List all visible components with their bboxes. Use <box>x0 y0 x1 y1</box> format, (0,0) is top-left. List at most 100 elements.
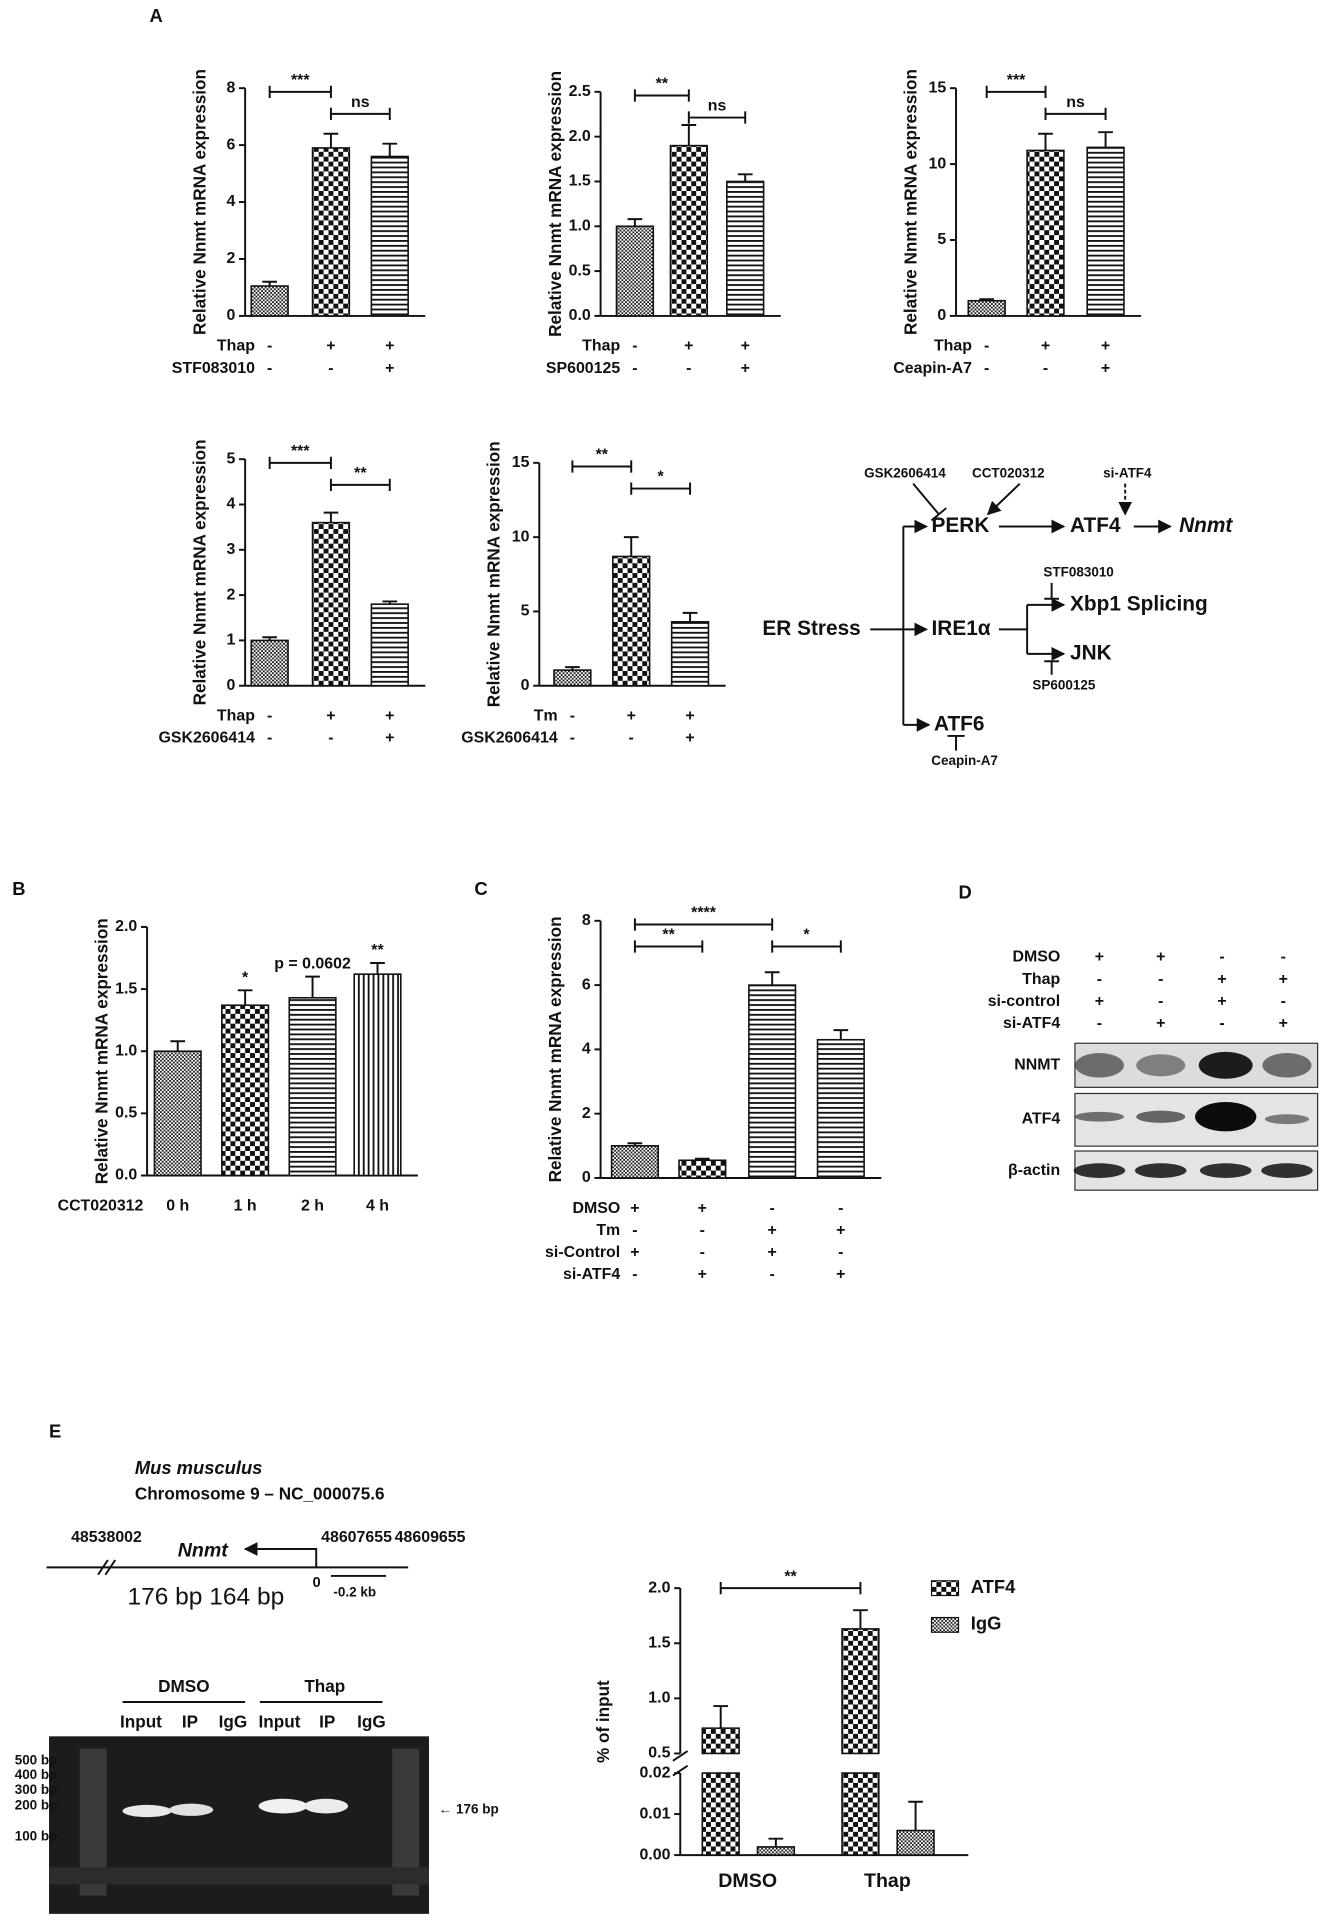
y-axis-label: Relative Nnmt mRNA expression <box>91 918 111 1184</box>
legend-label: IgG <box>971 1613 1002 1634</box>
band <box>1074 1053 1124 1078</box>
bar <box>221 1004 270 1177</box>
product-label: ← 176 bp <box>439 1801 499 1816</box>
y-tick-label: 0.5 <box>648 1745 670 1762</box>
significance-label: * <box>658 469 665 486</box>
band <box>1136 1110 1186 1123</box>
tss-arrow <box>243 1542 318 1568</box>
panel-label: D <box>958 882 971 903</box>
condition-label: GSK2606414 <box>461 730 558 747</box>
significance-bracket <box>1044 107 1107 120</box>
break-mark <box>97 1559 117 1576</box>
y-tick-label: 0 <box>937 307 946 324</box>
band <box>1074 1111 1124 1122</box>
condition-label: si-control <box>988 993 1061 1010</box>
y-axis-label: Relative Nnmt mRNA expression <box>190 439 210 705</box>
bar-annotation: p = 0.0602 <box>274 956 351 973</box>
error-bar <box>565 666 580 671</box>
condition-symbol: + <box>326 338 335 355</box>
significance-label: ** <box>784 1568 797 1585</box>
bar <box>250 285 289 317</box>
y-tick-label: 1.5 <box>115 980 137 997</box>
significance-label: ** <box>596 447 609 464</box>
error-bar <box>323 132 339 148</box>
condition-symbol: - <box>770 1266 775 1283</box>
primer-smear <box>49 1867 429 1885</box>
node-label: GSK2606414 <box>864 465 946 480</box>
condition-label: STF083010 <box>172 360 255 377</box>
y-tick-label: 0.0 <box>569 307 591 324</box>
significance-label: * <box>803 927 810 944</box>
condition-symbol: - <box>570 708 575 725</box>
amplicons: 176 bp 164 bp <box>127 1583 284 1610</box>
condition-symbol: - <box>1158 993 1163 1010</box>
band-label: ATF4 <box>1022 1110 1061 1127</box>
node-label: Ceapin-A7 <box>931 753 998 768</box>
condition-symbol: + <box>385 730 394 747</box>
y-tick-label: 1.0 <box>648 1690 670 1707</box>
node-label: SP600125 <box>1032 677 1095 692</box>
band <box>1198 1051 1253 1079</box>
band <box>1199 1163 1252 1178</box>
condition-symbol: - <box>1219 949 1224 966</box>
significance-bracket <box>571 460 633 473</box>
error-bar <box>768 1837 784 1847</box>
condition-symbol: + <box>1095 993 1104 1010</box>
error-bar <box>764 971 780 986</box>
y-tick-label: 0.5 <box>569 262 591 279</box>
node-label: ER Stress <box>762 617 860 640</box>
y-axis-label: Relative Nnmt mRNA expression <box>900 69 920 335</box>
y-tick-label: 0 <box>582 1169 591 1186</box>
condition-symbol: - <box>632 338 637 355</box>
inhibitor <box>912 483 947 522</box>
condition-symbol: - <box>328 730 333 747</box>
y-tick-label: 1.5 <box>569 173 591 190</box>
condition-symbol: - <box>632 1222 637 1239</box>
legend-swatch <box>930 1616 960 1633</box>
band <box>1136 1054 1186 1077</box>
condition-label: Thap <box>217 338 255 355</box>
condition-symbol: + <box>630 1200 639 1217</box>
error-bar <box>713 1705 729 1729</box>
condition-symbol: + <box>1095 949 1104 966</box>
significance-label: ns <box>351 94 370 111</box>
condition-symbol: - <box>1158 971 1163 988</box>
significance-bracket <box>268 456 332 469</box>
condition-symbol: - <box>984 338 989 355</box>
condition-symbol: - <box>570 730 575 747</box>
error-bar <box>979 298 995 301</box>
band <box>1262 1053 1312 1078</box>
condition-symbol: + <box>698 1266 707 1283</box>
condition-symbol: - <box>1097 971 1102 988</box>
condition-symbol: - <box>700 1222 705 1239</box>
y-tick-label: 0 <box>226 677 235 694</box>
species: Mus musculus <box>135 1457 263 1478</box>
significance-label: ns <box>1066 94 1085 111</box>
error-bar <box>370 962 385 975</box>
y-tick-label: 0.0 <box>115 1167 137 1184</box>
band <box>303 1798 349 1814</box>
bar <box>756 1846 796 1856</box>
y-tick-label: 6 <box>226 136 235 153</box>
error-bar <box>627 1142 643 1146</box>
error-bar <box>908 1800 923 1831</box>
significance-label: ** <box>656 76 669 93</box>
condition-label: Tm <box>534 708 558 725</box>
y-tick-label: 5 <box>521 603 530 620</box>
error-bar <box>1098 131 1113 148</box>
condition-symbol: + <box>768 1244 777 1261</box>
condition-label: si-ATF4 <box>1003 1015 1060 1032</box>
condition-symbol: - <box>984 360 989 377</box>
lane-label: Input <box>120 1711 162 1731</box>
y-tick-label: 1 <box>226 632 235 649</box>
gene-label: Nnmt <box>178 1540 230 1562</box>
error-bar <box>682 611 698 622</box>
bar <box>748 984 797 1179</box>
lane-label: Input <box>259 1711 301 1731</box>
chromosome: Chromosome 9 – NC_000075.6 <box>135 1484 385 1504</box>
band <box>1264 1114 1310 1125</box>
condition-symbol: - <box>267 360 272 377</box>
panel-label: C <box>474 878 487 899</box>
significance-bracket <box>633 940 704 953</box>
condition-label: Thap <box>934 338 972 355</box>
